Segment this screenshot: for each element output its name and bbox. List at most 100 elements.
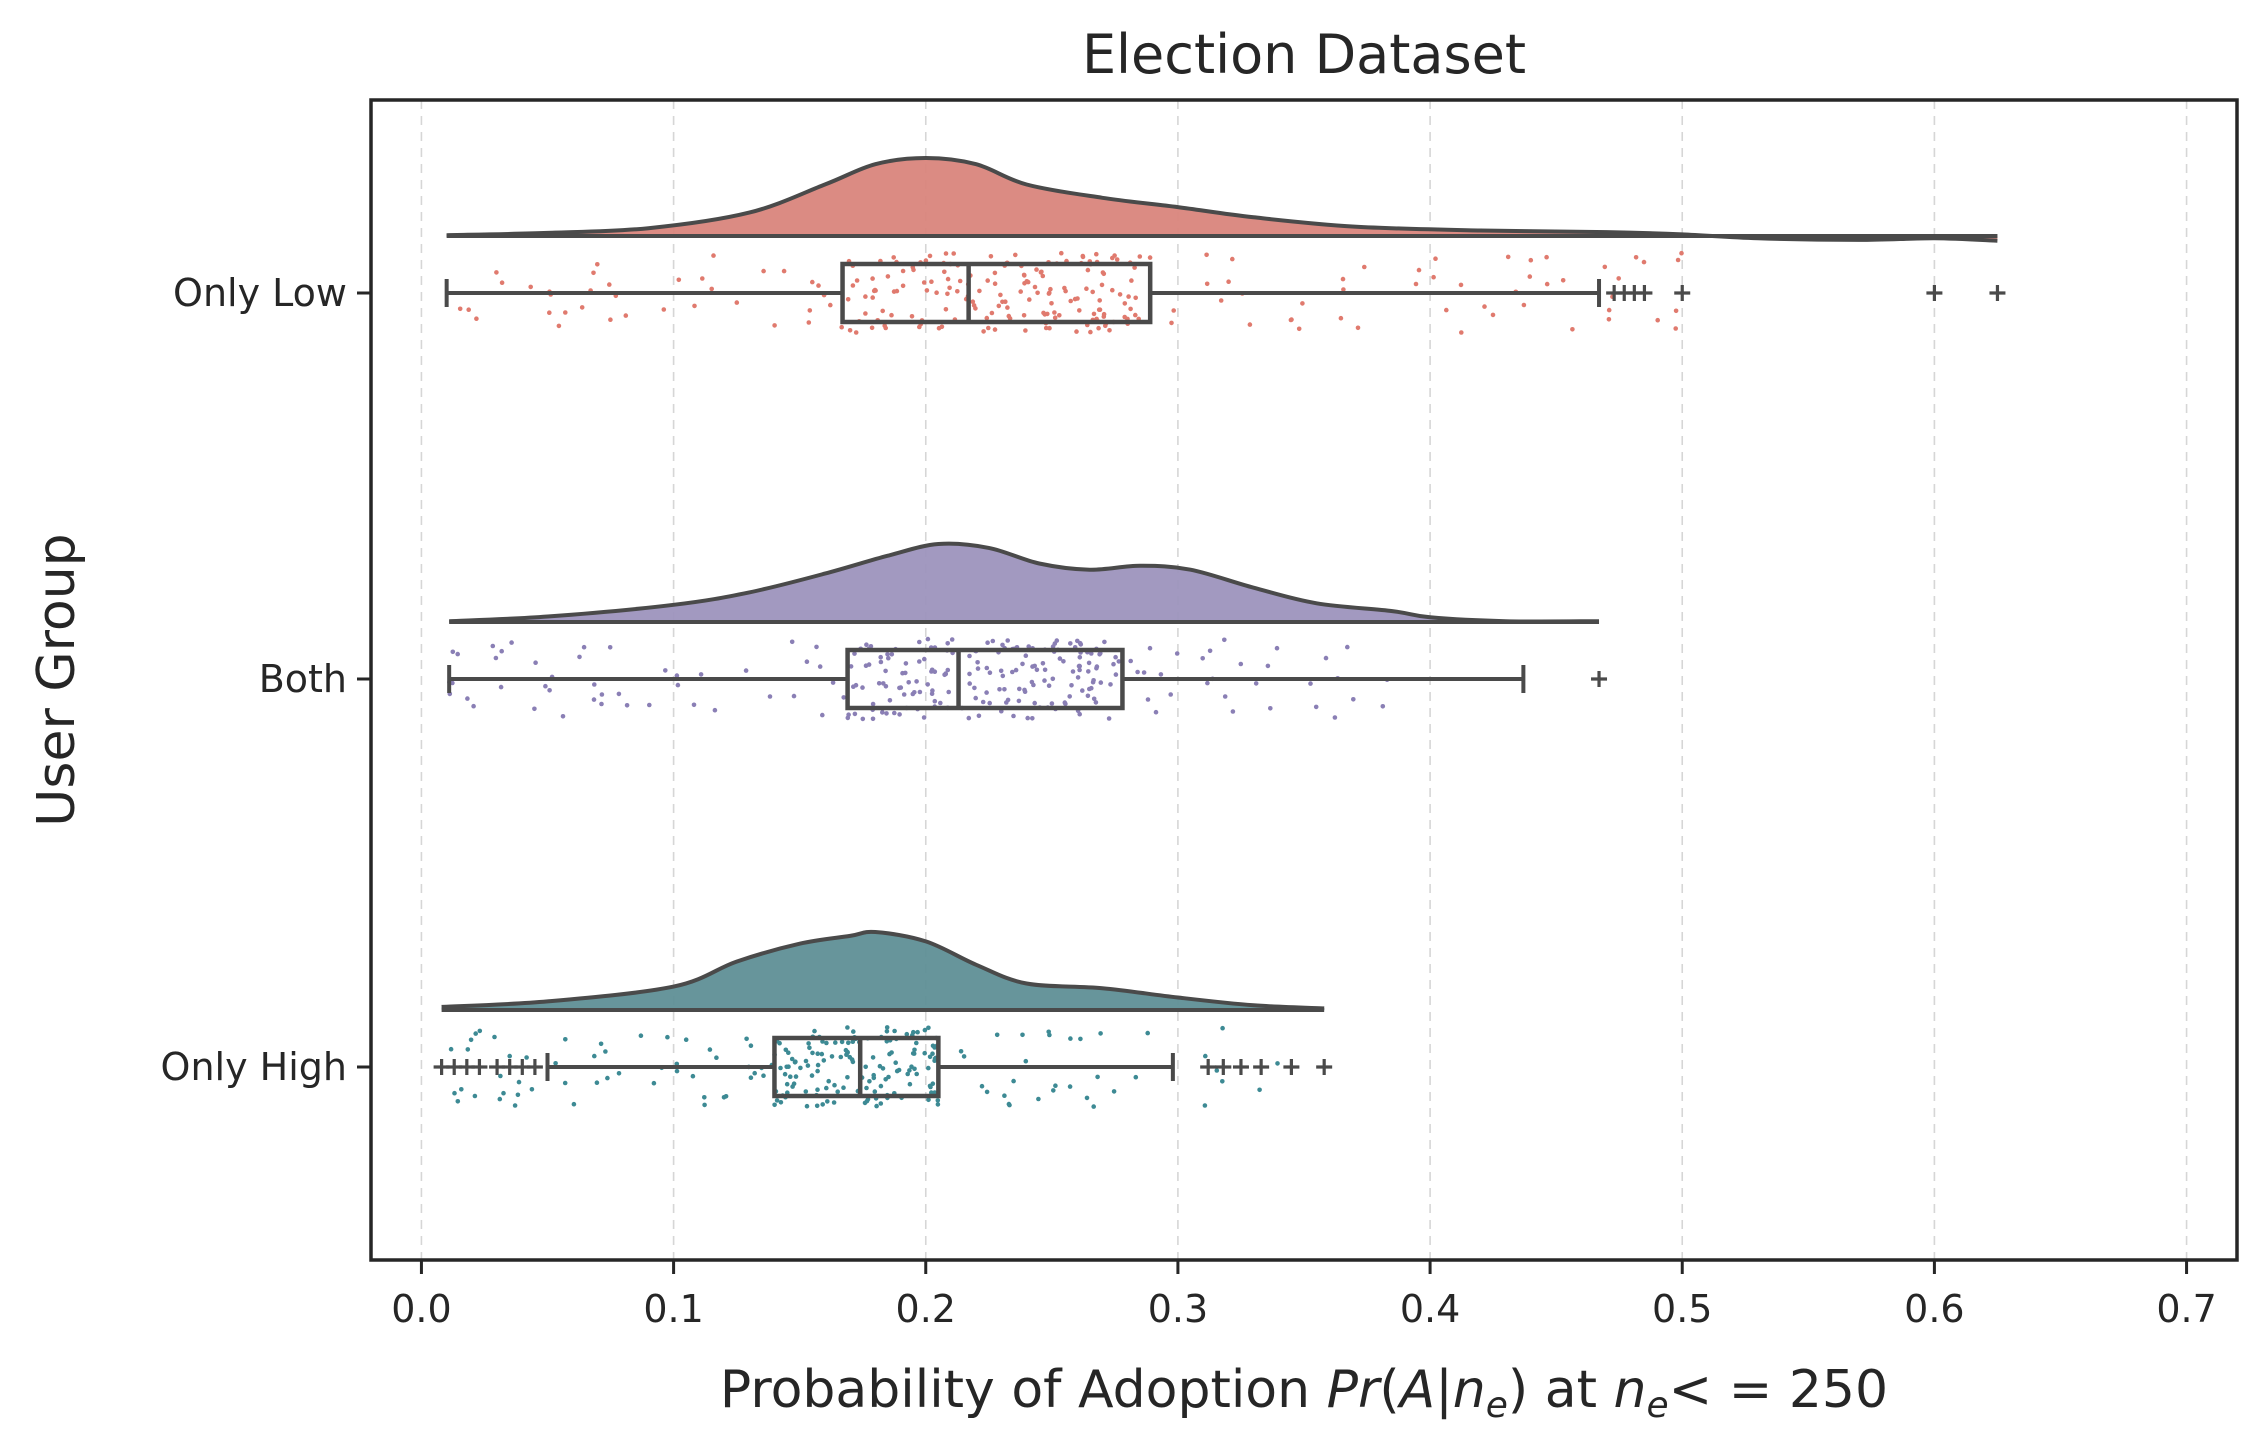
rain-point xyxy=(1174,651,1180,656)
rain-point xyxy=(665,1034,670,1040)
rain-point xyxy=(616,691,622,697)
rain-point xyxy=(1068,1036,1073,1041)
rain-point xyxy=(810,1050,815,1056)
rain-point xyxy=(1158,672,1164,677)
rain-point xyxy=(1108,682,1113,687)
rain-point xyxy=(547,688,552,693)
rain-point xyxy=(571,1101,577,1107)
rain-point xyxy=(986,325,991,331)
rain-point xyxy=(815,1068,820,1074)
rain-point xyxy=(819,1051,825,1057)
rain-point xyxy=(1042,678,1047,683)
rain-point xyxy=(863,294,868,299)
rain-point xyxy=(867,1079,872,1084)
rain-point xyxy=(1505,254,1511,260)
rain-point xyxy=(1113,672,1119,677)
rain-point xyxy=(1048,286,1053,292)
rain-point xyxy=(1077,667,1082,673)
rain-point xyxy=(1111,661,1116,667)
rain-point xyxy=(830,680,836,685)
rain-point xyxy=(1308,681,1313,686)
rain-point xyxy=(1606,317,1612,322)
rain-point xyxy=(1035,290,1040,296)
rain-point xyxy=(702,1095,707,1100)
rain-point xyxy=(912,1047,917,1053)
rain-point xyxy=(1013,252,1018,258)
y-tick-label: Only Low xyxy=(173,271,347,315)
x-tick-label: 0.2 xyxy=(896,1287,956,1331)
rain-point xyxy=(892,710,897,716)
rain-point xyxy=(943,251,949,256)
rain-point xyxy=(1094,664,1100,669)
rain-point xyxy=(1133,312,1138,318)
rain-point xyxy=(1275,1061,1280,1066)
rain-point xyxy=(870,716,876,722)
rain-point xyxy=(743,668,749,673)
rain-point xyxy=(457,306,463,312)
rain-point xyxy=(599,701,604,707)
rain-point xyxy=(1095,1074,1100,1080)
rain-point xyxy=(767,694,773,699)
rain-point xyxy=(748,1075,754,1080)
rain-point xyxy=(860,716,866,722)
rain-point xyxy=(843,1047,849,1053)
rain-point xyxy=(1274,645,1280,651)
y-tick-label: Both xyxy=(259,657,347,701)
rain-point xyxy=(1040,273,1046,279)
rain-point xyxy=(1018,289,1023,294)
rain-point xyxy=(870,295,875,300)
rain-point xyxy=(874,1103,879,1109)
rain-point xyxy=(943,307,949,312)
rain-point xyxy=(1296,326,1302,332)
rain-point xyxy=(1203,1053,1208,1059)
rain-point xyxy=(945,291,950,297)
rain-point xyxy=(930,688,935,693)
rain-point xyxy=(452,1090,457,1096)
rain-point xyxy=(1679,250,1684,256)
rain-point xyxy=(906,680,911,685)
rain-point xyxy=(946,689,951,695)
rain-point xyxy=(1052,315,1058,321)
rain-point xyxy=(784,1081,790,1087)
rain-point xyxy=(1490,312,1496,318)
rain-point xyxy=(712,707,718,713)
rain-point xyxy=(833,1040,838,1045)
rain-point xyxy=(1147,255,1153,260)
rain-point xyxy=(975,660,980,665)
rain-point xyxy=(934,290,939,296)
rain-point xyxy=(904,1031,910,1037)
rain-point xyxy=(927,253,933,259)
x-tick-label: 0.7 xyxy=(2156,1287,2216,1331)
rain-point xyxy=(862,1100,868,1106)
rain-point xyxy=(863,1064,868,1070)
rain-point xyxy=(1351,697,1356,702)
rain-point xyxy=(949,637,955,642)
outlier xyxy=(1316,1059,1333,1075)
rain-point xyxy=(812,1028,817,1034)
rain-point xyxy=(1101,314,1107,319)
rain-point xyxy=(1026,644,1031,649)
rain-point xyxy=(884,1029,890,1034)
rain-point xyxy=(1085,267,1091,273)
rain-point xyxy=(1004,700,1009,705)
rain-point xyxy=(1459,330,1464,335)
rain-point xyxy=(955,289,960,294)
rain-point xyxy=(900,283,906,289)
rain-point xyxy=(1032,663,1037,669)
rain-point xyxy=(852,711,858,717)
rain-point xyxy=(605,1075,610,1081)
rain-point xyxy=(1226,279,1231,285)
rain-point xyxy=(790,1084,795,1089)
rain-point xyxy=(1340,276,1346,282)
rain-point xyxy=(845,1075,850,1080)
rain-point xyxy=(1482,304,1487,309)
rain-point xyxy=(872,1089,878,1094)
rain-point xyxy=(591,697,597,702)
rain-point xyxy=(927,1083,933,1089)
rain-point xyxy=(936,325,942,331)
rain-point xyxy=(998,292,1003,298)
rain-point xyxy=(1521,302,1527,308)
rain-point xyxy=(592,1053,597,1059)
rain-point xyxy=(702,1102,707,1108)
rain-point xyxy=(1345,644,1350,650)
